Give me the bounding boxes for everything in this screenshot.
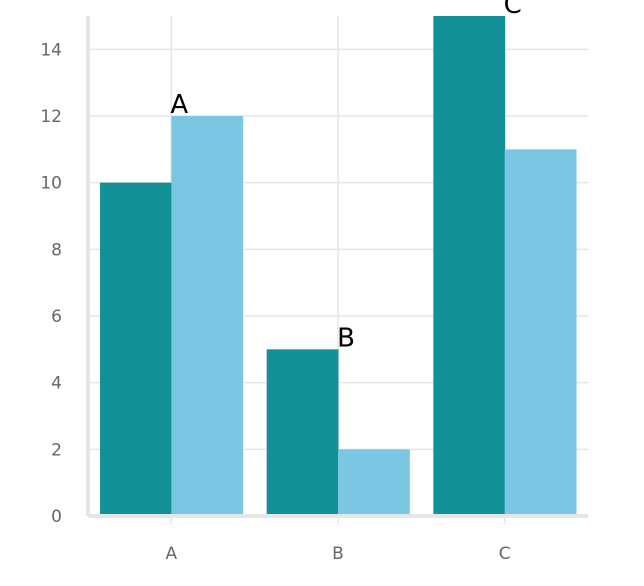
bar-series-2-C xyxy=(504,149,577,517)
x-tick-label: C xyxy=(499,544,511,564)
y-tick-label: 0 xyxy=(51,507,62,527)
annotations: A B C xyxy=(170,0,521,353)
y-tick-label: 4 xyxy=(51,374,62,394)
y-tick-label: 8 xyxy=(51,240,62,260)
bar-series-2-A xyxy=(171,116,244,516)
annotation-C: C xyxy=(504,0,522,20)
annotation-B: B xyxy=(337,323,355,353)
tick-labels: 0 2 4 6 8 10 12 14 A B C xyxy=(40,40,510,564)
x-tick-label: A xyxy=(166,544,178,564)
x-tick-label: B xyxy=(332,544,344,564)
axes xyxy=(86,16,588,524)
bar-series-1-B xyxy=(266,349,339,516)
y-tick-label: 6 xyxy=(51,307,62,327)
bar-series-2-B xyxy=(338,449,410,516)
bars xyxy=(100,16,577,517)
annotation-A: A xyxy=(170,90,188,120)
y-tick-label: 14 xyxy=(40,40,62,60)
bar-series-1-C xyxy=(433,16,506,516)
bar-series-1-A xyxy=(100,182,172,516)
y-tick-label: 10 xyxy=(40,174,62,194)
y-tick-label: 2 xyxy=(51,440,62,460)
y-tick-label: 12 xyxy=(40,107,62,127)
